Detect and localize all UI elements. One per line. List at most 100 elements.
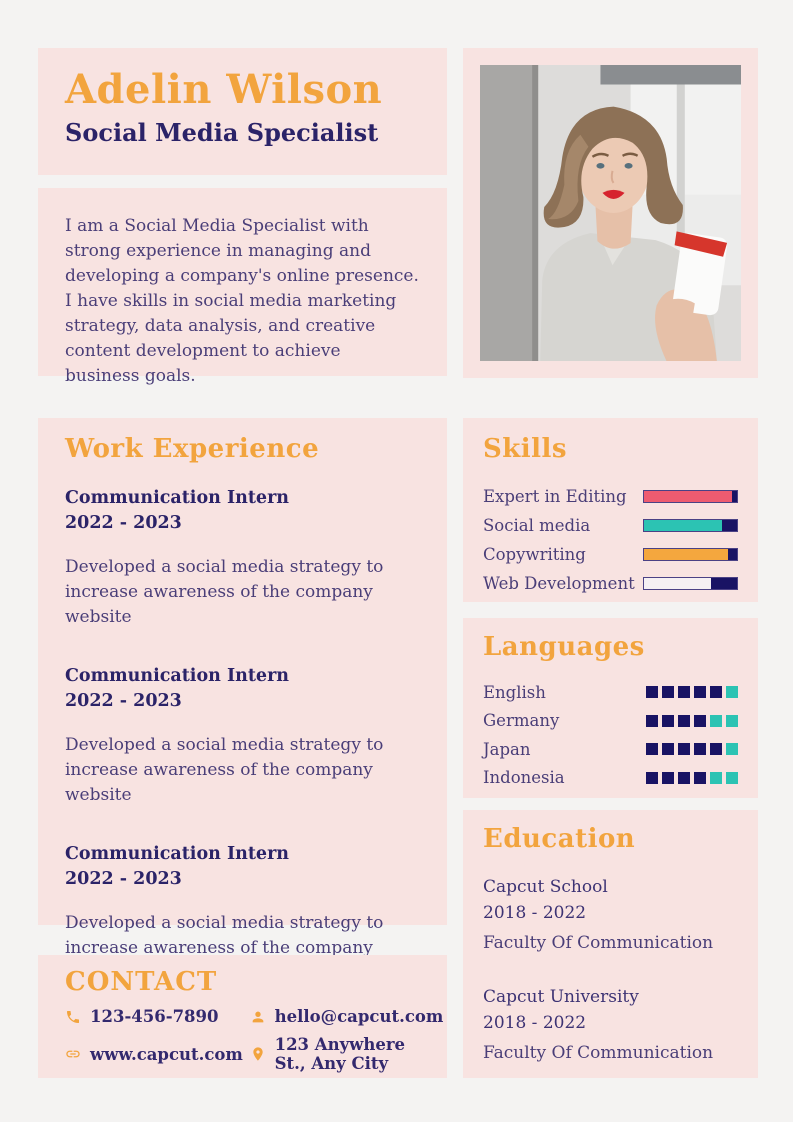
work-entry: Communication Intern 2022 - 2023 Develop… <box>65 486 420 630</box>
work-role: Communication Intern <box>65 666 290 686</box>
person-name: Adelin Wilson <box>65 66 383 113</box>
language-level-square <box>678 771 690 784</box>
language-level-square <box>694 714 706 727</box>
language-label: Japan <box>483 739 531 759</box>
skill-row: Social media <box>483 511 738 540</box>
language-level-square <box>710 714 722 727</box>
street-address: 123 Anywhere St., Any City <box>274 1035 406 1073</box>
language-level-square <box>662 686 674 699</box>
language-level-square <box>694 771 706 784</box>
languages-heading: Languages <box>483 632 645 662</box>
skill-label: Expert in Editing <box>483 487 627 506</box>
skill-bar-fill <box>644 520 723 531</box>
language-level-square <box>646 743 658 756</box>
email-address: hello@capcut.com <box>274 1007 444 1026</box>
skill-bar <box>643 519 738 532</box>
language-level-square <box>710 686 722 699</box>
education-heading: Education <box>483 824 636 854</box>
language-level-square <box>646 686 658 699</box>
work-period: 2022 - 2023 <box>65 691 182 711</box>
contact-item-email: hello@capcut.com <box>250 1007 443 1026</box>
about-text: I am a Social Media Specialist with stro… <box>65 216 419 386</box>
education-school: Capcut School <box>483 877 608 897</box>
work-role: Communication Intern <box>65 844 290 864</box>
language-level-square <box>662 714 674 727</box>
skill-bar <box>643 577 738 590</box>
left-column: Adelin Wilson Social Media Specialist I … <box>38 48 447 1078</box>
education-period: 2018 - 2022 <box>483 1013 587 1033</box>
pin-icon <box>250 1046 266 1062</box>
person-icon <box>250 1009 266 1025</box>
language-row: Japan <box>483 735 738 764</box>
work-description: Developed a social media strategy to inc… <box>65 913 384 983</box>
language-level-square <box>694 743 706 756</box>
skill-row: Web Development <box>483 569 738 598</box>
language-level-square <box>662 743 674 756</box>
skill-label: Social media <box>483 516 591 535</box>
language-level-square <box>646 714 658 727</box>
language-row: Germany <box>483 707 738 736</box>
language-level-squares <box>646 771 738 784</box>
work-period: 2022 - 2023 <box>65 513 182 533</box>
language-level-squares <box>646 714 738 727</box>
skill-row: Expert in Editing <box>483 482 738 511</box>
contact-grid: 123-456-7890 hello@capcut.com www.capcut… <box>65 1007 443 1073</box>
portrait-photo <box>480 65 741 361</box>
phone-icon <box>65 1009 81 1025</box>
education-entry: Capcut University 2018 - 2022 Faculty Of… <box>483 984 738 1066</box>
language-level-square <box>726 714 738 727</box>
language-level-square <box>646 771 658 784</box>
skills-panel: Skills Expert in Editing Social media Co… <box>463 418 758 602</box>
skills-heading: Skills <box>483 434 568 464</box>
photo-panel <box>463 48 758 378</box>
language-level-square <box>726 686 738 699</box>
link-icon <box>65 1046 81 1062</box>
language-level-square <box>710 743 722 756</box>
language-level-square <box>678 714 690 727</box>
website-url: www.capcut.com <box>90 1044 243 1064</box>
language-label: English <box>483 682 546 702</box>
contact-item-address: 123 Anywhere St., Any City <box>250 1035 420 1073</box>
education-period: 2018 - 2022 <box>483 903 587 923</box>
work-description: Developed a social media strategy to inc… <box>65 557 384 627</box>
language-level-square <box>678 686 690 699</box>
work-description: Developed a social media strategy to inc… <box>65 735 384 805</box>
work-entry: Communication Intern 2022 - 2023 Develop… <box>65 842 420 986</box>
language-level-squares <box>646 743 738 756</box>
work-role: Communication Intern <box>65 488 290 508</box>
education-faculty: Faculty Of Communication <box>483 1043 714 1063</box>
skill-label: Web Development <box>483 574 635 593</box>
contact-heading: CONTACT <box>65 967 218 997</box>
education-faculty: Faculty Of Communication <box>483 933 714 953</box>
language-level-square <box>678 743 690 756</box>
education-panel: Education Capcut School 2018 - 2022 Facu… <box>463 810 758 1078</box>
person-job-title: Social Media Specialist <box>65 118 379 147</box>
contact-item-website: www.capcut.com <box>65 1035 250 1073</box>
about-panel: I am a Social Media Specialist with stro… <box>38 188 447 386</box>
skill-bar <box>643 548 738 561</box>
language-level-square <box>726 743 738 756</box>
language-level-square <box>726 771 738 784</box>
header-panel: Adelin Wilson Social Media Specialist <box>38 48 447 175</box>
work-experience-heading: Work Experience <box>65 434 320 464</box>
language-row: Indonesia <box>483 764 738 793</box>
education-entry: Capcut School 2018 - 2022 Faculty Of Com… <box>483 874 738 956</box>
work-period: 2022 - 2023 <box>65 869 182 889</box>
language-label: Indonesia <box>483 768 565 788</box>
language-level-square <box>710 771 722 784</box>
contact-item-phone: 123-456-7890 <box>65 1007 250 1026</box>
phone-number: 123-456-7890 <box>90 1007 219 1026</box>
education-school: Capcut University <box>483 987 639 1007</box>
skill-row: Copywriting <box>483 540 738 569</box>
skill-label: Copywriting <box>483 545 586 564</box>
work-experience-panel: Work Experience Communication Intern 202… <box>38 418 447 983</box>
language-level-squares <box>646 686 738 699</box>
skill-bar-fill <box>644 578 711 589</box>
portrait-illustration <box>480 65 741 361</box>
languages-panel: Languages English Germany Japan Indonesi… <box>463 618 758 798</box>
skill-bar <box>643 490 738 503</box>
language-row: English <box>483 678 738 707</box>
right-column: Skills Expert in Editing Social media Co… <box>463 48 758 1078</box>
language-level-square <box>694 686 706 699</box>
skill-bar-fill <box>644 491 733 502</box>
